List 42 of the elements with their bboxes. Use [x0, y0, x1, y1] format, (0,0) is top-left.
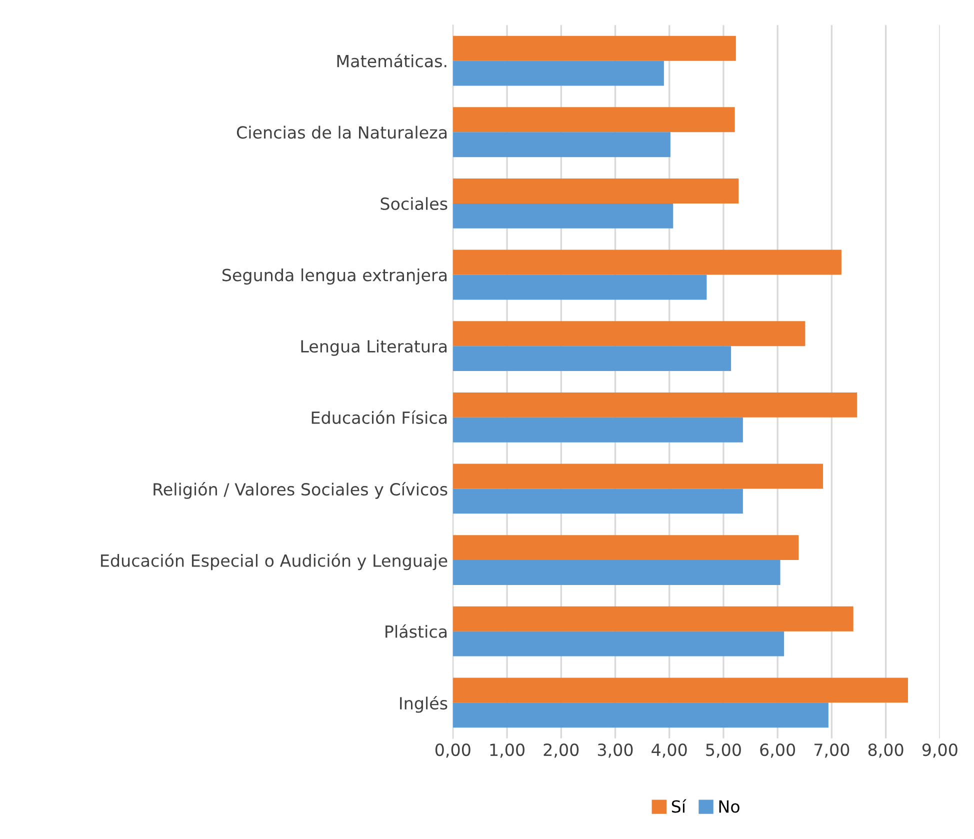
- legend-label: No: [719, 800, 740, 813]
- bar: [452, 560, 780, 585]
- bar: [452, 535, 799, 560]
- x-tick-label: 3,00: [598, 743, 633, 758]
- y-tick-label: Segunda lengua extranjera: [222, 268, 447, 285]
- bar: [452, 606, 854, 632]
- y-tick-label: Sociales: [380, 197, 448, 210]
- y-tick-label: Inglés: [400, 696, 448, 713]
- x-tick-label: 2,00: [544, 743, 579, 758]
- x-tick-label: 5,00: [706, 743, 741, 758]
- y-tick-label: Educación Física: [312, 410, 447, 424]
- x-tick-label: 7,00: [814, 743, 850, 758]
- y-tick-label: Educación Especial o Audición y Lenguaje: [101, 553, 448, 570]
- bar: [452, 631, 784, 656]
- bar: [452, 178, 739, 204]
- x-tick-label: 9,00: [922, 743, 958, 758]
- bar: [452, 702, 828, 728]
- x-tick-label: 4,00: [652, 743, 687, 758]
- bar: [452, 346, 732, 372]
- bar: [452, 678, 908, 703]
- bar: [452, 488, 743, 514]
- bar: [452, 321, 806, 346]
- x-tick-label: 0,00: [435, 743, 470, 758]
- bar: [452, 392, 858, 418]
- bar: [452, 203, 674, 228]
- bar: [452, 250, 842, 275]
- y-tick-label: Ciencias de la Naturaleza: [236, 126, 447, 139]
- bar: [452, 132, 670, 158]
- bar: [452, 417, 743, 442]
- bar: [452, 107, 735, 132]
- y-tick-label: Matemáticas.: [337, 54, 446, 68]
- x-tick-label: 1,00: [490, 743, 524, 758]
- bar: [452, 36, 736, 61]
- y-tick-label: Plástica: [386, 624, 447, 638]
- bar: [452, 464, 824, 489]
- x-tick-label: 8,00: [868, 743, 904, 758]
- legend-label: Sí: [672, 799, 686, 813]
- y-tick-label: Lengua Literatura: [301, 340, 447, 356]
- bar: [452, 274, 707, 300]
- x-tick-label: 6,00: [760, 743, 796, 758]
- bar: [452, 60, 664, 86]
- y-tick-label: Religión / Valores Sociales y Cívicos: [154, 482, 448, 499]
